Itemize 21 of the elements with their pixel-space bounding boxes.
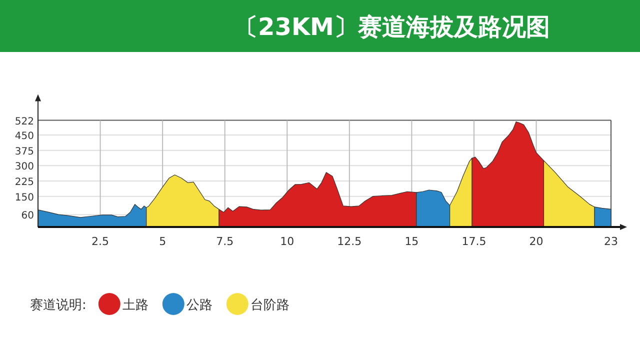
y-tick-label: 450 bbox=[14, 131, 34, 142]
y-tick-label: 225 bbox=[14, 177, 34, 188]
x-tick-label: 20 bbox=[529, 235, 544, 248]
x-tick-label: 10 bbox=[280, 235, 294, 248]
x-tick-label: 7.5 bbox=[216, 235, 234, 248]
legend-label: 台阶路 bbox=[250, 298, 290, 313]
legend-label: 土路 bbox=[122, 298, 148, 313]
y-tick-label: 375 bbox=[14, 146, 34, 158]
legend-label: 公路 bbox=[186, 298, 212, 313]
x-tick-label: 17.5 bbox=[462, 235, 486, 248]
x-tick-label: 5 bbox=[159, 235, 166, 248]
y-tick-label: 150 bbox=[14, 192, 34, 204]
x-tick-label: 2.5 bbox=[92, 235, 110, 248]
y-tick-label: 522 bbox=[14, 116, 34, 128]
legend-title: 赛道说明: bbox=[30, 297, 86, 313]
x-tick-label: 15 bbox=[404, 235, 419, 248]
y-tick-label: 300 bbox=[14, 162, 34, 173]
y-tick-label: 60 bbox=[21, 210, 34, 222]
x-tick-label: 23 bbox=[604, 235, 618, 248]
chart-title: 〔23KM〕赛道海拔及路况图 bbox=[234, 13, 550, 41]
x-tick-label: 12.5 bbox=[337, 235, 362, 248]
